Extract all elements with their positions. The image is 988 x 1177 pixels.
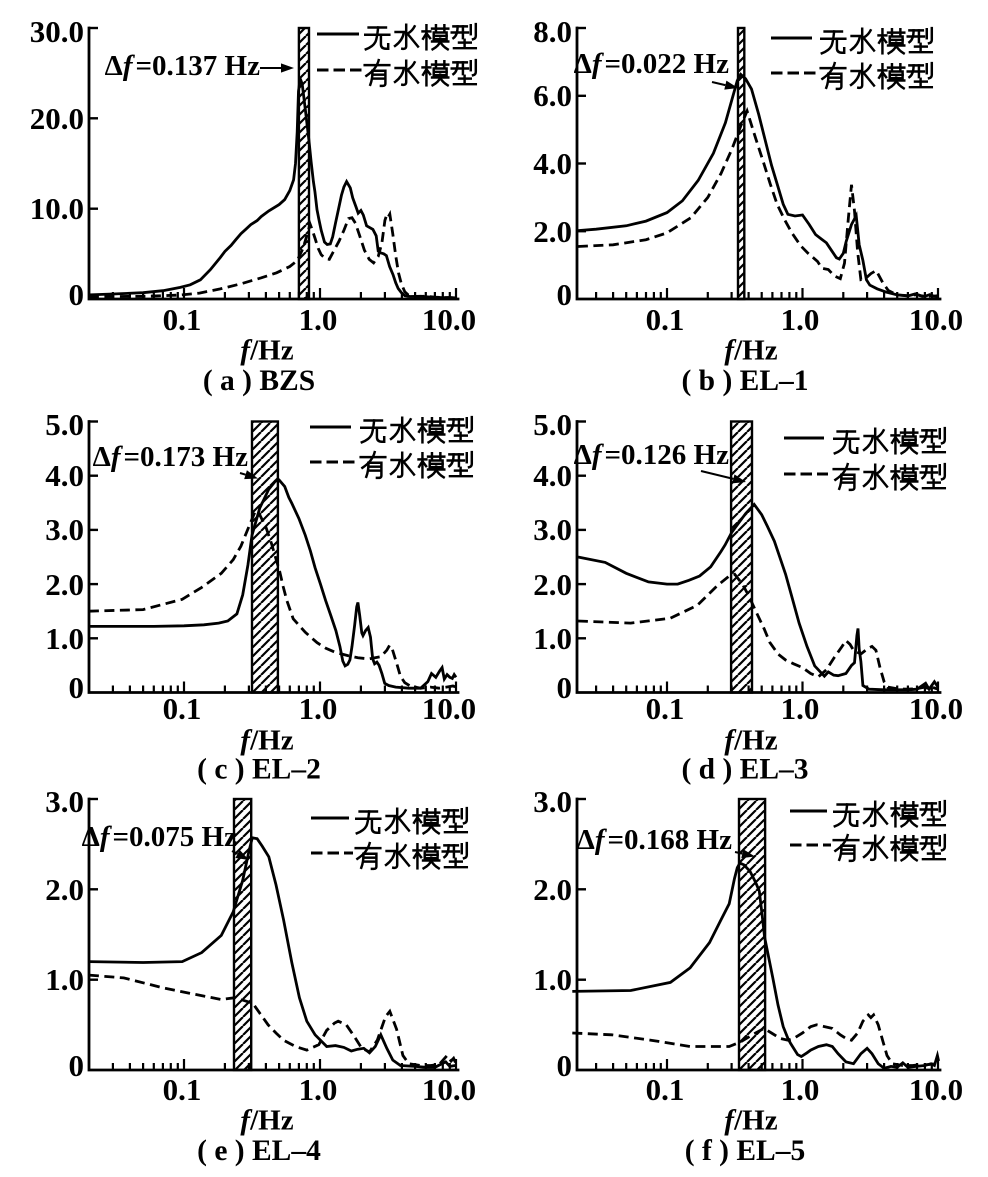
- svg-text:2.0: 2.0: [45, 567, 84, 602]
- svg-text:0: 0: [557, 1048, 573, 1083]
- svg-text:1.0: 1.0: [781, 691, 820, 726]
- svg-text:( a ) BZS: ( a ) BZS: [203, 365, 315, 397]
- svg-text:f/Hz: f/Hz: [240, 725, 293, 757]
- svg-text:0.1: 0.1: [163, 691, 202, 726]
- svg-text:1.0: 1.0: [45, 621, 84, 656]
- svg-text:5.0: 5.0: [45, 407, 84, 442]
- svg-text:( d ) EL–3: ( d ) EL–3: [681, 754, 808, 786]
- svg-text:f/Hz: f/Hz: [240, 1105, 293, 1137]
- svg-text:1.0: 1.0: [299, 1072, 338, 1107]
- svg-text:5.0: 5.0: [533, 407, 572, 442]
- svg-text:1.0: 1.0: [45, 962, 84, 997]
- svg-text:1.0: 1.0: [299, 691, 338, 726]
- svg-text:0.1: 0.1: [163, 1072, 202, 1107]
- svg-text:0.1: 0.1: [646, 302, 685, 337]
- svg-text:Δf=0.168 Hz: Δf =0.168 Hz: [577, 824, 732, 856]
- svg-text:10.0: 10.0: [909, 302, 963, 337]
- svg-text:10.0: 10.0: [30, 191, 84, 226]
- svg-text:0: 0: [557, 670, 573, 705]
- svg-text:f/Hz: f/Hz: [724, 335, 777, 367]
- svg-text:8.0: 8.0: [533, 14, 572, 49]
- svg-text:4.0: 4.0: [45, 458, 84, 493]
- svg-text:1.0: 1.0: [781, 1072, 820, 1107]
- svg-text:2.0: 2.0: [533, 214, 572, 249]
- svg-text:3.0: 3.0: [533, 512, 572, 547]
- svg-text:3.0: 3.0: [45, 512, 84, 547]
- svg-text:0: 0: [69, 670, 85, 705]
- svg-text:1.0: 1.0: [533, 962, 572, 997]
- svg-text:( f ) EL–5: ( f ) EL–5: [685, 1135, 805, 1167]
- svg-text:2.0: 2.0: [45, 872, 84, 907]
- svg-text:4.0: 4.0: [533, 458, 572, 493]
- svg-text:Δf=0.022 Hz: Δf =0.022 Hz: [574, 48, 729, 80]
- svg-text:f/Hz: f/Hz: [724, 1105, 777, 1137]
- svg-text:10.0: 10.0: [422, 302, 476, 337]
- svg-text:3.0: 3.0: [533, 784, 572, 819]
- svg-text:0: 0: [69, 1048, 85, 1083]
- svg-text:30.0: 30.0: [30, 14, 84, 49]
- svg-text:10.0: 10.0: [422, 1072, 476, 1107]
- svg-text:1.0: 1.0: [781, 302, 820, 337]
- svg-text:20.0: 20.0: [30, 101, 84, 136]
- svg-text:Δf=0.137 Hz: Δf =0.137 Hz: [105, 50, 260, 82]
- svg-text:2.0: 2.0: [533, 872, 572, 907]
- svg-text:f/Hz: f/Hz: [240, 335, 293, 367]
- svg-text:10.0: 10.0: [909, 1072, 963, 1107]
- svg-text:Δf=0.126 Hz: Δf =0.126 Hz: [574, 439, 729, 471]
- svg-text:1.0: 1.0: [299, 302, 338, 337]
- svg-text:( b ) EL–1: ( b ) EL–1: [681, 365, 808, 397]
- svg-text:0: 0: [69, 277, 85, 312]
- svg-text:( e ) EL–4: ( e ) EL–4: [197, 1135, 321, 1167]
- svg-text:10.0: 10.0: [909, 691, 963, 726]
- svg-text:Δf=0.173 Hz: Δf =0.173 Hz: [93, 441, 248, 473]
- svg-text:3.0: 3.0: [45, 784, 84, 819]
- svg-text:6.0: 6.0: [533, 78, 572, 113]
- svg-text:( c ) EL–2: ( c ) EL–2: [197, 754, 321, 786]
- svg-text:0.1: 0.1: [646, 1072, 685, 1107]
- svg-text:4.0: 4.0: [533, 146, 572, 181]
- svg-text:0.1: 0.1: [163, 302, 202, 337]
- svg-text:10.0: 10.0: [422, 691, 476, 726]
- svg-text:1.0: 1.0: [533, 621, 572, 656]
- svg-text:Δf=0.075 Hz: Δf =0.075 Hz: [82, 821, 237, 853]
- svg-text:2.0: 2.0: [533, 567, 572, 602]
- svg-text:0.1: 0.1: [646, 691, 685, 726]
- svg-text:f/Hz: f/Hz: [724, 725, 777, 757]
- svg-text:0: 0: [557, 277, 573, 312]
